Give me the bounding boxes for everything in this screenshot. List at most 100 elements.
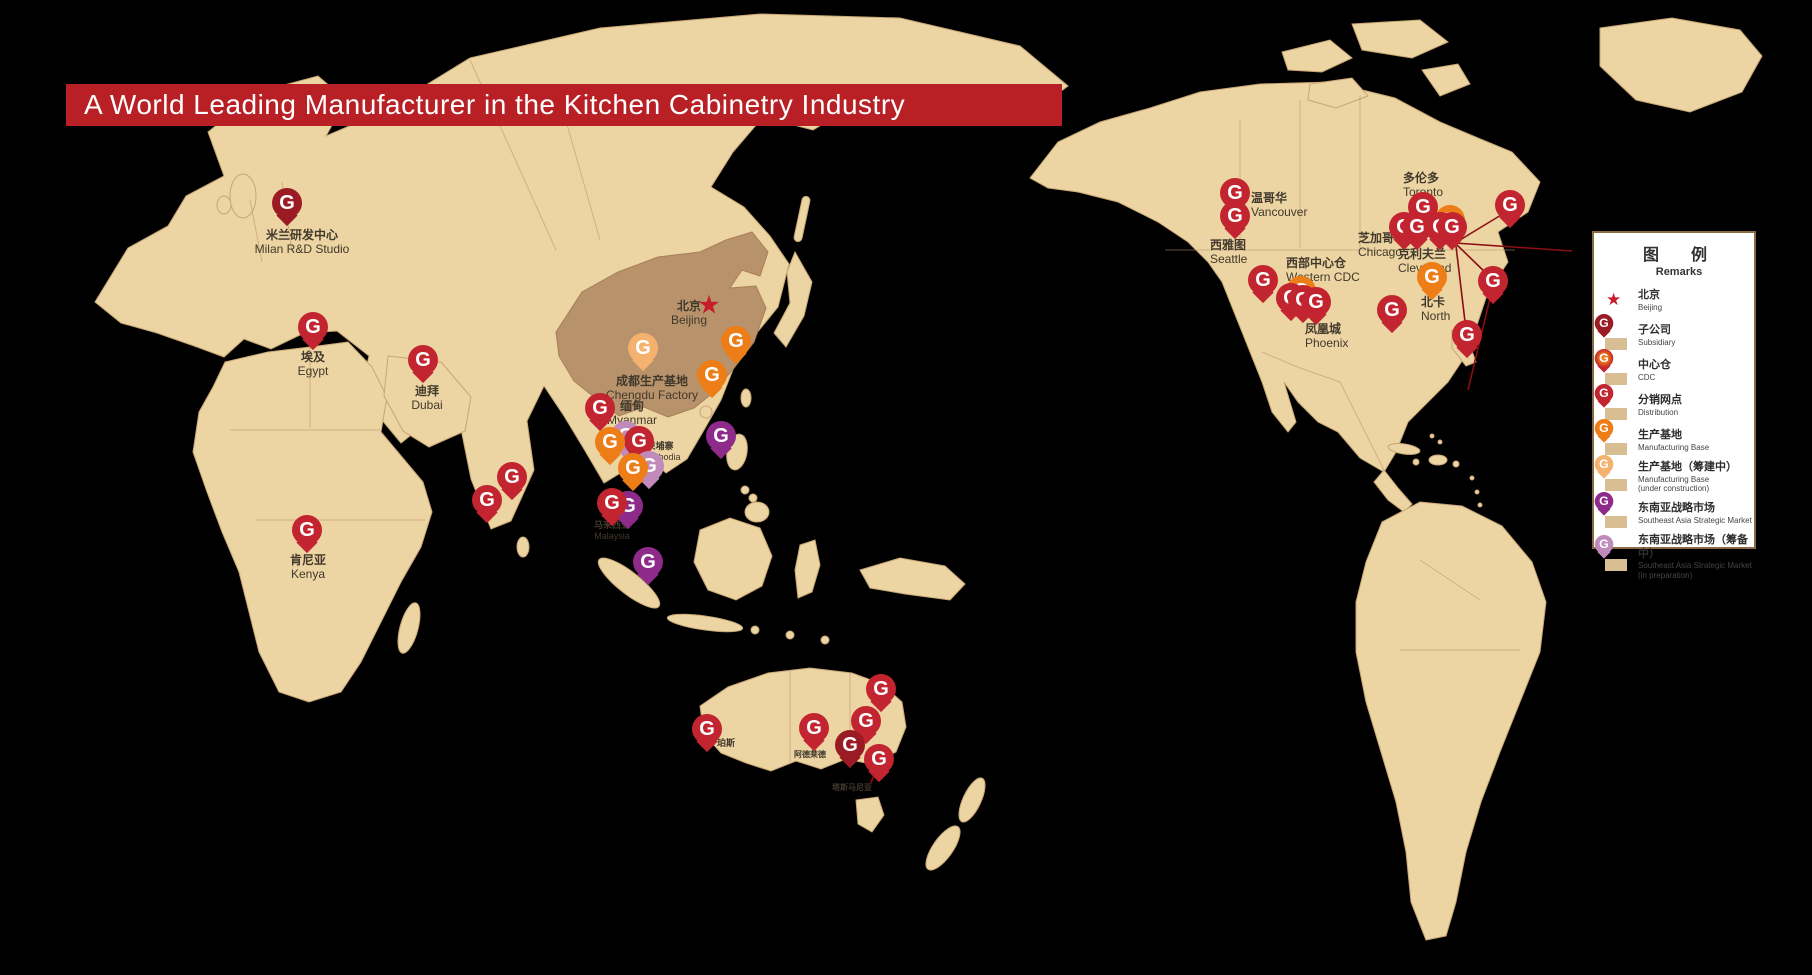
legend-row-text: 生产基地 Manufacturing Base (1638, 429, 1710, 453)
label-vancouver: 温哥华 Vancouver (1251, 191, 1308, 220)
pin-chengdu: G (628, 333, 658, 375)
pin-legend-1: G (1594, 313, 1614, 340)
pin-legend-3: G (1594, 383, 1614, 410)
mindanao (744, 501, 770, 523)
legend-row-text: 分销网点 Distribution (1638, 394, 1682, 418)
taiwan (740, 388, 752, 408)
pin-vietnam-mfg: G (618, 453, 648, 495)
legend-row: G 中心仓 CDC (1594, 348, 1754, 386)
hainan (699, 405, 713, 419)
sakhalin (793, 195, 811, 243)
g-logo-icon: G (1594, 418, 1614, 438)
country-borders (230, 59, 1520, 762)
label-tasmania: 塔斯马尼亚 (832, 783, 872, 792)
tasmania-island (855, 796, 885, 833)
label-kenya: 肯尼亚 Kenya (289, 553, 327, 582)
nz-north (958, 777, 986, 823)
g-logo-icon: G (697, 360, 727, 390)
legend-row: G 生产基地 Manufacturing Base (1594, 418, 1754, 456)
label-egypt: 埃及 Egypt (297, 350, 329, 379)
borneo (693, 517, 773, 601)
pin-cleveland-4: G (1437, 212, 1467, 254)
label-chicago: 芝加哥 Chicago (1358, 231, 1403, 260)
g-logo-icon: G (1594, 535, 1614, 554)
g-logo-icon: G (864, 744, 894, 774)
beijing-star-icon: ★ (697, 289, 721, 320)
pin-thailand-dist: G (624, 426, 654, 468)
pin-kenya: G (292, 515, 322, 557)
legend-row: G 东南亚战略市场（筹备中） Southeast Asia Strategic Ma… (1594, 534, 1754, 581)
pin-atlantic-north: G (1495, 190, 1525, 232)
greenland (1599, 17, 1763, 113)
g-logo-icon: G (799, 713, 829, 743)
legend-row: G 生产基地（筹建中） Manufacturing Base (under const… (1594, 455, 1754, 494)
pin-florida: G (1452, 320, 1482, 362)
legend-title-en: Remarks (1655, 266, 1703, 278)
pin-phoenix-3: G (1301, 287, 1331, 329)
legend-row: ★ 北京 Beijing (1604, 286, 1754, 316)
pin-myanmar: G (585, 393, 615, 435)
g-logo-icon: G (595, 427, 625, 457)
arctic-island-4 (1421, 63, 1471, 97)
pin-legend-7: G (1594, 535, 1614, 561)
g-logo-icon: G (1478, 266, 1508, 296)
g-logo-icon: G (1594, 313, 1614, 333)
pin-darkred-icon: G (1594, 313, 1630, 351)
sumatra (597, 557, 661, 609)
g-logo-icon: G (1220, 201, 1250, 231)
label-phoenix: 凤凰城 Phoenix (1305, 322, 1349, 351)
pin-malaysia-dist: G (597, 488, 627, 530)
legend-row-text: 生产基地（筹建中） Manufacturing Base (under constr… (1638, 461, 1737, 494)
pin-tasmania: G (864, 744, 894, 786)
g-logo-icon: G (633, 547, 663, 577)
g-logo-icon: G (1437, 212, 1467, 242)
g-logo-icon: G (1301, 287, 1331, 317)
g-logo-icon: G (272, 188, 302, 218)
pin-cdc-icon: G (1594, 348, 1630, 386)
pin-milan: G (272, 188, 302, 230)
pin-california: G (1248, 265, 1278, 307)
legend-items: ★ 北京 Beijing G 子公司 Subsidiary G 中心仓 CDC G 分销网点 Dist… (1594, 286, 1754, 581)
new-guinea (859, 557, 966, 601)
pin-egypt: G (298, 312, 328, 354)
pin-legend-4: G (1594, 418, 1614, 445)
great-britain (229, 173, 257, 219)
g-logo-icon: G (1377, 295, 1407, 325)
g-logo-icon: G (1594, 348, 1614, 368)
label-dubai: 迪拜 Dubai (411, 384, 443, 413)
g-logo-icon: G (1248, 265, 1278, 295)
japan (773, 250, 813, 348)
g-logo-icon: G (721, 326, 751, 356)
g-logo-icon: G (1594, 383, 1614, 403)
pin-india-north: G (497, 462, 527, 504)
legend-row-text: 东南亚战略市场 Southeast Asia Strategic Market (1638, 502, 1752, 526)
pin-china-east-1: G (721, 326, 751, 368)
legend-row: G 子公司 Subsidiary (1594, 313, 1754, 351)
arctic-island-1 (1281, 39, 1353, 73)
g-logo-icon: G (1495, 190, 1525, 220)
cuba (1387, 443, 1421, 455)
g-logo-icon: G (1452, 320, 1482, 350)
nz-south (925, 825, 961, 871)
pin-texas: G (1377, 295, 1407, 337)
g-logo-icon: G (706, 421, 736, 451)
pin-lightpurple-icon: G (1594, 535, 1630, 572)
pin-north-carolina: G (1417, 262, 1447, 304)
pin-singapore: G (633, 547, 663, 589)
pin-brisbane: G (866, 674, 896, 716)
pin-adelaide: G (799, 713, 829, 755)
arctic-island-2 (1351, 19, 1449, 59)
sulawesi (794, 539, 821, 599)
g-logo-icon: G (1594, 491, 1614, 511)
north-america (1029, 81, 1541, 473)
madagascar (397, 602, 421, 654)
legend-row-text: 子公司 Subsidiary (1638, 324, 1676, 348)
legend-panel: 图 例 Remarks ★ 北京 Beijing G 子公司 Subsidiary G 中心仓… (1592, 231, 1756, 580)
sri-lanka (516, 536, 530, 558)
label-north: 北卡 North (1421, 295, 1451, 324)
ireland (216, 195, 232, 215)
pin-legend-5: G (1594, 455, 1614, 481)
g-logo-icon: G (618, 453, 648, 483)
